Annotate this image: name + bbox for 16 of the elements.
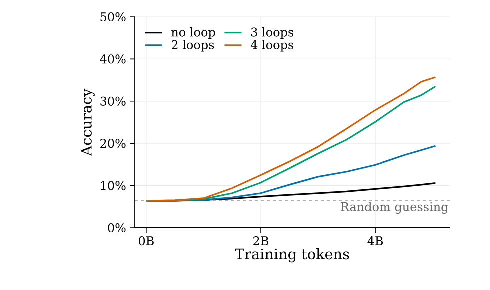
- legend-label: 4 loops: [250, 40, 294, 52]
- y-axis-title: Accuracy: [81, 88, 95, 156]
- y-tick-label: 40%: [100, 54, 126, 64]
- x-tick-label: 2B: [254, 236, 268, 246]
- y-tick-label: 10%: [101, 181, 126, 190]
- legend-label: no loop: [172, 28, 216, 40]
- legend-label: 2 loops: [172, 40, 214, 52]
- x-axis-title: Training tokens: [235, 248, 350, 263]
- ref-line-label: Random guessing: [341, 202, 448, 214]
- y-tick-label: 50%: [100, 12, 126, 22]
- x-tick-label: 4B: [368, 236, 384, 246]
- y-tick-label: 30%: [100, 96, 126, 106]
- y-tick-label: 0%: [108, 223, 126, 233]
- y-tick-label: 20%: [100, 139, 126, 148]
- legend-label: 3 loops: [251, 28, 294, 40]
- x-tick-label: 0B: [139, 236, 154, 246]
